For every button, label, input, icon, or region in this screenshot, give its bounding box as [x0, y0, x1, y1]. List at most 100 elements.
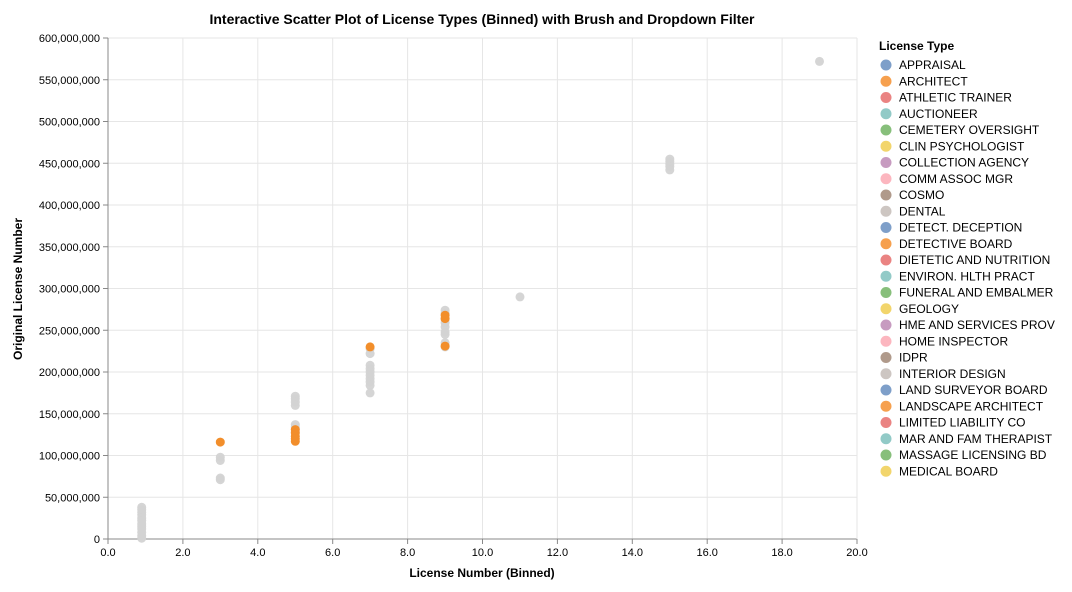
legend-symbol [880, 173, 892, 185]
data-point[interactable] [365, 342, 375, 352]
legend-symbol [880, 303, 892, 315]
legend-label: MAR AND FAM THERAPIST [899, 432, 1053, 446]
legend-label: GEOLOGY [899, 302, 959, 316]
legend-item[interactable]: COSMO [880, 188, 945, 202]
legend-label: DENTAL [899, 204, 946, 218]
legend-item[interactable]: AUCTIONEER [880, 107, 979, 121]
legend-symbol [880, 59, 892, 71]
x-tick-label: 4.0 [250, 547, 265, 559]
legend-label: MEDICAL BOARD [899, 464, 998, 478]
legend-item[interactable]: HME AND SERVICES PROV [880, 318, 1055, 332]
legend-label: DIETETIC AND NUTRITION [899, 253, 1050, 267]
x-tick-label: 8.0 [400, 547, 415, 559]
legend-label: DETECT. DECEPTION [899, 221, 1022, 235]
data-point[interactable] [215, 437, 225, 447]
legend-label: ATHLETIC TRAINER [899, 91, 1012, 105]
legend-symbol [880, 75, 892, 87]
legend-symbol [880, 449, 892, 461]
y-tick-label: 550,000,000 [39, 75, 100, 87]
legend-item[interactable]: ARCHITECT [880, 74, 969, 88]
legend-item[interactable]: DETECT. DECEPTION [880, 221, 1023, 235]
data-point[interactable] [365, 380, 375, 390]
legend-symbol [880, 465, 892, 477]
legend-label: LIMITED LIABILITY CO [899, 416, 1025, 430]
x-axis: 0.0 2.0 4.0 6.0 8.0 10.0 12.0 14.0 16.0 18.0 20.0 [100, 539, 868, 559]
legend-label: LANDSCAPE ARCHITECT [899, 399, 1044, 413]
y-tick-label: 50,000,000 [45, 492, 100, 504]
data-point[interactable] [137, 533, 147, 543]
legend-item[interactable]: ENVIRON. HLTH PRACT [880, 269, 1036, 283]
legend-item[interactable]: DIETETIC AND NUTRITION [880, 253, 1051, 267]
legend-symbol [880, 368, 892, 380]
legend-item[interactable]: MASSAGE LICENSING BD [880, 448, 1047, 462]
legend-item[interactable]: DETECTIVE BOARD [880, 237, 1013, 251]
y-tick-label: 0 [94, 534, 100, 546]
legend-item[interactable]: FUNERAL AND EMBALMER [880, 286, 1054, 300]
legend-item[interactable]: COMM ASSOC MGR [880, 172, 1014, 186]
data-point[interactable] [290, 436, 300, 446]
x-tick-label: 12.0 [547, 547, 568, 559]
legend-item[interactable]: MAR AND FAM THERAPIST [880, 432, 1053, 446]
x-tick-label: 10.0 [472, 547, 493, 559]
legend-label: CLIN PSYCHOLOGIST [899, 139, 1025, 153]
legend-symbol [880, 287, 892, 298]
legend-label: HME AND SERVICES PROV [899, 318, 1055, 332]
legend[interactable]: License Type APPRAISAL ARCHITECT ATHLETIC … [879, 39, 1055, 478]
legend-symbol [880, 205, 892, 217]
y-tick-label: 350,000,000 [39, 242, 100, 254]
legend-label: ARCHITECT [899, 74, 968, 88]
legend-label: ENVIRON. HLTH PRACT [899, 269, 1035, 283]
legend-label: COLLECTION AGENCY [899, 156, 1029, 170]
y-tick-label: 150,000,000 [39, 409, 100, 421]
legend-label: CEMETERY OVERSIGHT [899, 123, 1040, 137]
legend-item[interactable]: LIMITED LIABILITY CO [880, 416, 1026, 430]
data-point[interactable] [440, 329, 450, 339]
y-tick-label: 500,000,000 [39, 117, 100, 129]
x-tick-label: 0.0 [100, 547, 115, 559]
legend-item[interactable]: COLLECTION AGENCY [880, 156, 1030, 170]
legend-item[interactable]: LAND SURVEYOR BOARD [880, 383, 1048, 397]
data-point[interactable] [215, 456, 225, 465]
legend-item[interactable]: CLIN PSYCHOLOGIST [880, 139, 1026, 153]
legend-label: AUCTIONEER [899, 107, 978, 121]
data-point[interactable] [215, 475, 225, 485]
legend-symbol [880, 238, 892, 250]
legend-item[interactable]: CEMETERY OVERSIGHT [880, 123, 1040, 137]
legend-item[interactable]: LANDSCAPE ARCHITECT [880, 399, 1044, 413]
legend-item[interactable]: IDPR [880, 351, 929, 365]
data-points[interactable] [137, 56, 824, 543]
legend-symbol [880, 400, 892, 412]
legend-label: HOME INSPECTOR [899, 334, 1008, 348]
legend-item[interactable]: APPRAISAL [880, 58, 967, 72]
x-tick-label: 16.0 [696, 547, 717, 559]
legend-symbol [880, 352, 892, 363]
data-point[interactable] [815, 56, 824, 66]
legend-symbol [880, 270, 892, 282]
data-point[interactable] [440, 314, 450, 324]
legend-symbol [880, 254, 892, 266]
y-tick-label: 600,000,000 [39, 33, 100, 45]
legend-item[interactable]: MEDICAL BOARD [880, 464, 999, 478]
legend-item[interactable]: ATHLETIC TRAINER [880, 91, 1013, 105]
legend-label: LAND SURVEYOR BOARD [899, 383, 1048, 397]
data-point[interactable] [290, 400, 300, 410]
x-tick-label: 20.0 [846, 547, 867, 559]
data-point[interactable] [515, 292, 525, 302]
data-point[interactable] [440, 341, 450, 351]
legend-item[interactable]: GEOLOGY [880, 302, 960, 316]
legend-item[interactable]: DENTAL [880, 204, 946, 218]
chart-title: Interactive Scatter Plot of License Type… [209, 11, 755, 27]
legend-item[interactable]: INTERIOR DESIGN [880, 367, 1006, 381]
data-point[interactable] [365, 349, 375, 359]
legend-label: COMM ASSOC MGR [899, 172, 1013, 186]
legend-label: APPRAISAL [899, 58, 966, 72]
y-tick-label: 200,000,000 [39, 367, 100, 379]
legend-item[interactable]: HOME INSPECTOR [880, 334, 1009, 348]
data-point[interactable] [365, 388, 375, 398]
legend-symbol [880, 124, 892, 136]
data-point[interactable] [665, 165, 675, 175]
legend-symbol [880, 189, 892, 201]
x-tick-label: 18.0 [771, 547, 792, 559]
x-axis-label: License Number (Binned) [409, 566, 554, 580]
legend-label: FUNERAL AND EMBALMER [899, 286, 1054, 300]
